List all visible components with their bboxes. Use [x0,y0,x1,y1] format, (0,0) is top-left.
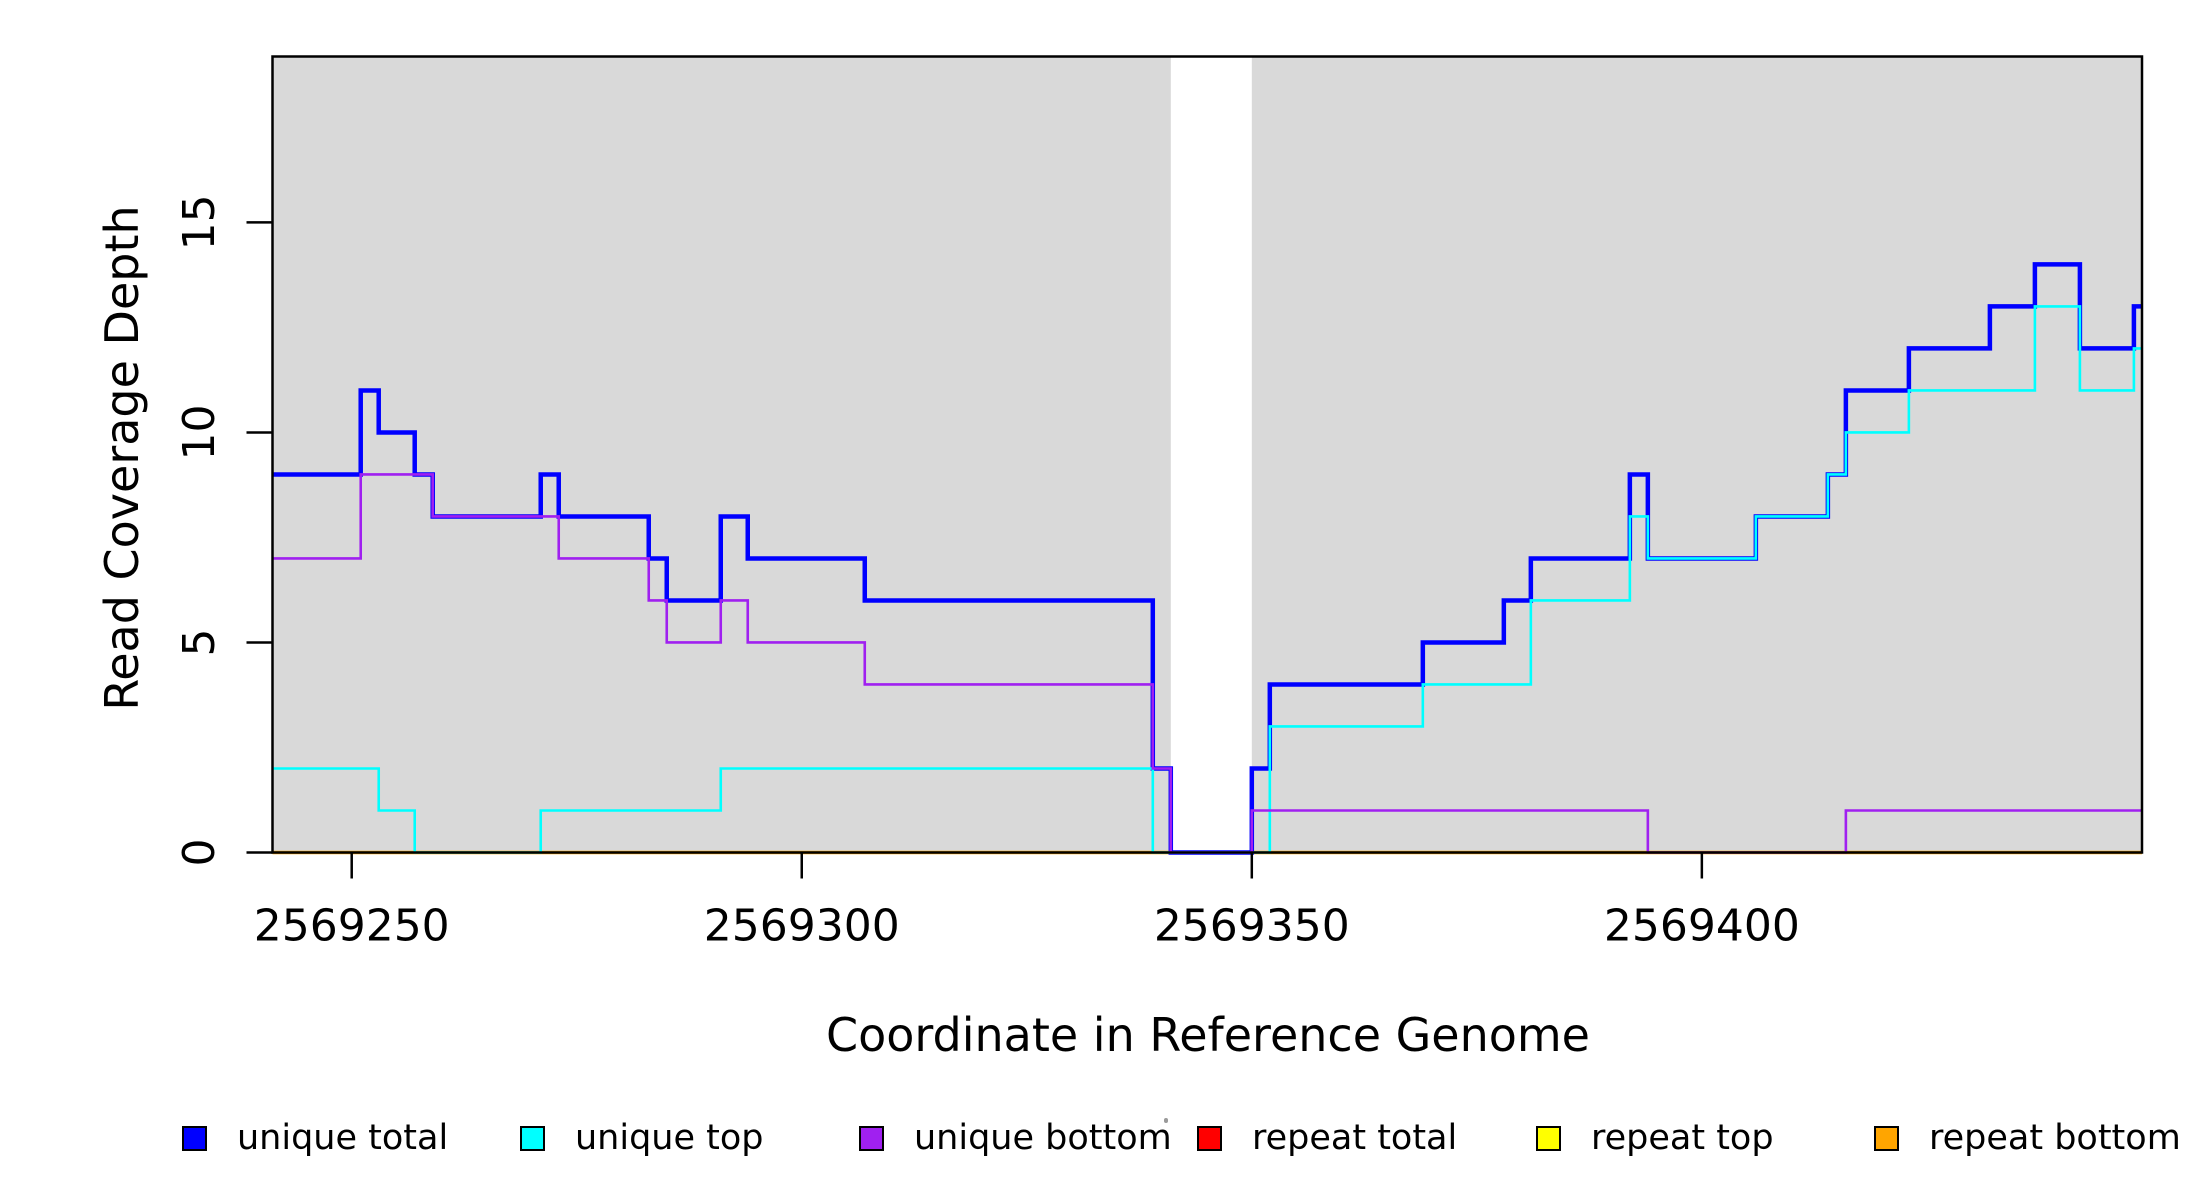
repeat-top-swatch-icon [1536,1125,1561,1151]
series-unique-top [272,305,2142,854]
unique-bottom-swatch-icon [859,1125,884,1151]
x-axis: 2569250 2569300 2569350 2569400 [254,852,1800,952]
y-tick-label: 10 [174,404,225,460]
unique-total-swatch-icon [182,1125,207,1151]
shaded-region-amplicon-1 [272,56,1171,853]
y-axis-label: Read Coverage Depth [95,205,149,711]
plot-border [271,55,2144,854]
stray-speck [1164,1118,1168,1123]
legend-item-repeat-total: repeat total [1197,1118,1457,1158]
series-unique-bottom [272,473,2142,854]
y-tick-label: 5 [174,628,225,656]
legend-item-repeat-bottom: repeat bottom [1874,1118,2181,1158]
x-tick-label: 2569300 [704,901,900,952]
shaded-region-amplicon-2 [1251,56,2142,853]
repeat-bottom-swatch-icon [1874,1125,1899,1151]
legend-item-unique-total: unique total [182,1118,448,1158]
y-axis: 0 5 10 15 [174,194,273,867]
legend-label: unique top [575,1118,764,1158]
legend-item-repeat-top: repeat top [1536,1118,1774,1158]
legend-label: unique bottom [914,1118,1172,1158]
y-tick-label: 15 [174,194,225,250]
legend-label: repeat bottom [1929,1118,2181,1158]
legend-item-unique-bottom: unique bottom [859,1118,1172,1158]
legend-label: unique total [237,1118,449,1158]
series-unique-total [272,262,2142,855]
x-tick-label: 2569250 [254,901,450,952]
x-tick-label: 2569350 [1154,901,1350,952]
x-tick-label: 2569400 [1604,901,1800,952]
legend-item-unique-top: unique top [520,1118,764,1158]
repeat-total-swatch-icon [1197,1125,1222,1151]
legend-label: repeat total [1252,1118,1458,1158]
legend-label: repeat top [1591,1118,1774,1158]
unique-top-swatch-icon [520,1125,545,1151]
x-axis-label: Coordinate in Reference Genome [826,1008,1590,1062]
y-tick-label: 0 [174,839,225,867]
